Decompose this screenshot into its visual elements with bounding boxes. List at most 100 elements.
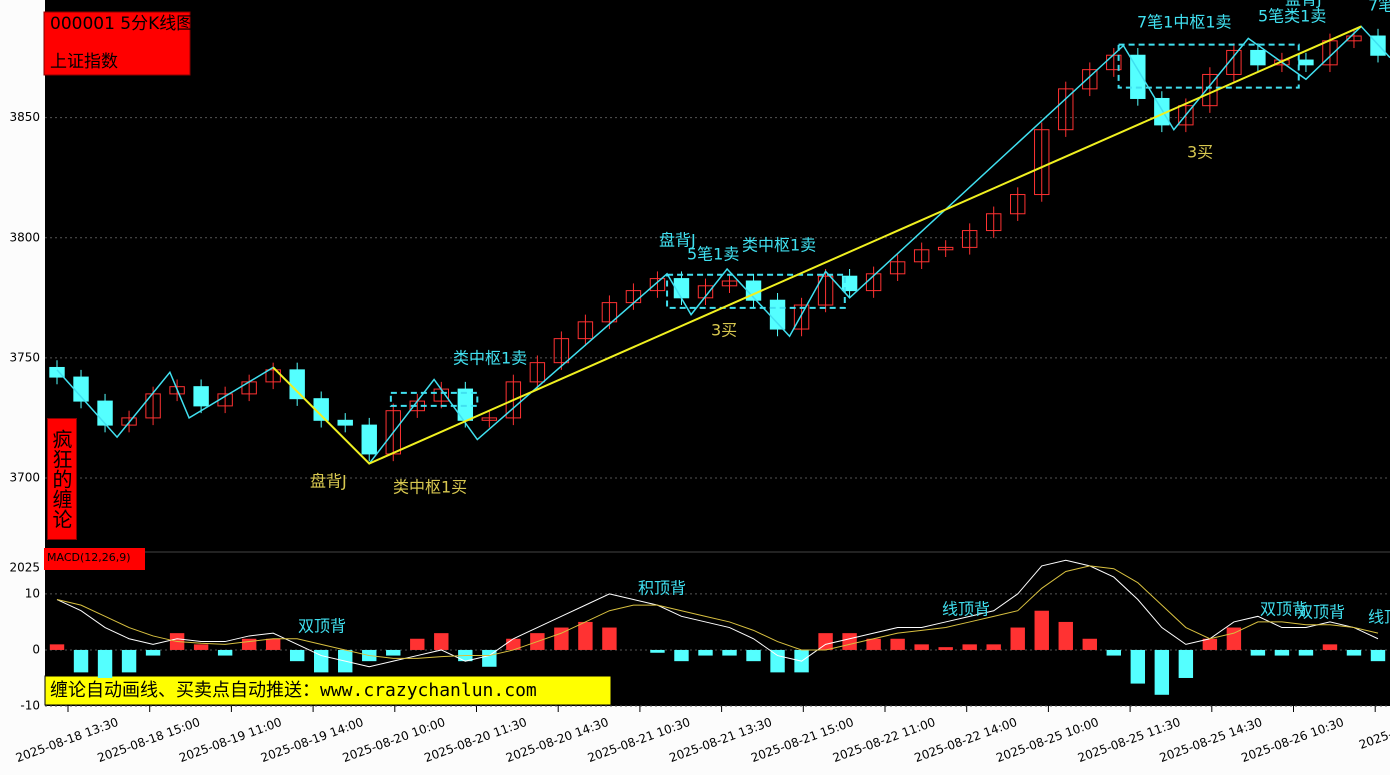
macd-bar <box>1370 649 1386 662</box>
y-tick-label: 3750 <box>9 350 40 364</box>
candle-body <box>1082 69 1098 90</box>
macd-bar <box>1274 649 1290 656</box>
bi-line <box>56 25 1390 465</box>
macd-tick-label: 0 <box>32 642 40 656</box>
macd-bar <box>698 649 713 656</box>
candle-body <box>1250 49 1266 66</box>
macd-bar <box>1178 649 1194 678</box>
annotation: 5笔类1卖 <box>1258 7 1326 26</box>
macd-bar <box>986 644 1001 650</box>
macd-annotation: 线顶 <box>1368 608 1390 627</box>
macd-bar <box>145 649 161 656</box>
pivot-box <box>666 273 846 309</box>
annotation: 类中枢1卖 <box>742 236 816 255</box>
candle-body <box>169 386 185 395</box>
macd-bar <box>314 649 329 673</box>
macd-tick-label: 10 <box>25 586 40 600</box>
macd-bar <box>1250 649 1266 656</box>
macd-bar <box>1082 638 1097 650</box>
macd-label-box <box>44 548 145 570</box>
macd-bar <box>746 649 761 662</box>
macd-bar <box>602 627 617 650</box>
y-tick-label: 3700 <box>9 470 40 484</box>
macd-bar <box>1346 649 1362 656</box>
candle-body <box>721 280 738 287</box>
annotation: 盘背J <box>659 231 696 250</box>
macd-bar <box>962 644 977 650</box>
candle-body <box>1058 88 1074 131</box>
macd-bar <box>650 649 665 653</box>
annotation: 类中枢1卖 <box>453 349 527 368</box>
candle-body <box>1034 129 1050 196</box>
candle-body <box>673 278 690 299</box>
y-tick-label: 3800 <box>9 230 40 244</box>
candle-body <box>1178 105 1194 126</box>
annotation: 3买 <box>711 321 737 340</box>
macd-tick-label: -10 <box>20 699 40 713</box>
macd-label: MACD(12,26,9) <box>47 551 131 564</box>
macd-annotation: 双顶背 <box>298 617 346 636</box>
macd-bar <box>1130 649 1146 684</box>
annotation: 7笔1中枢1卖 <box>1137 13 1232 32</box>
candle-body <box>121 417 137 426</box>
candle-body <box>361 424 377 455</box>
candle-body <box>697 285 714 299</box>
candle-body <box>97 400 113 426</box>
macd-bar <box>578 621 593 650</box>
macd-bar <box>193 644 209 650</box>
macd-bar <box>49 644 65 650</box>
macd-bar <box>1322 644 1338 650</box>
macd-annotation: 积顶背 <box>638 579 686 598</box>
annotation: 盘背J <box>310 472 347 491</box>
macd-annotation: 双顶背 <box>1260 600 1308 619</box>
macd-bar <box>97 649 113 678</box>
candle-body <box>49 366 65 378</box>
macd-bar <box>1106 649 1121 656</box>
macd-bar <box>289 649 305 662</box>
segment-line <box>272 25 1362 465</box>
macd-bar <box>818 633 833 650</box>
candle-body <box>769 299 786 330</box>
macd-bar <box>1010 627 1025 650</box>
candle-body <box>986 213 1002 232</box>
macd-bar <box>674 649 689 662</box>
banner-box <box>44 675 612 706</box>
chart-title: 000001 5分K线图 <box>50 14 193 34</box>
dif-line <box>56 559 1379 668</box>
macd-bar <box>866 638 881 650</box>
macd-bar <box>1298 649 1314 656</box>
annotation: 盘背J <box>1285 0 1322 9</box>
candle-body <box>337 419 353 426</box>
side-label: 疯狂的缠论 <box>47 418 77 540</box>
candle-body <box>961 230 978 248</box>
macd-bar <box>73 649 89 673</box>
macd-bar <box>554 627 569 650</box>
macd-bar <box>434 633 449 650</box>
dea-line <box>56 565 1379 659</box>
candle-body <box>889 261 906 275</box>
candle-body <box>1226 49 1242 75</box>
candle-body <box>793 304 810 330</box>
candle-body <box>289 369 305 400</box>
macd-bar <box>842 633 857 650</box>
candle-body <box>1274 59 1290 66</box>
candle-body <box>817 275 834 306</box>
macd-bar <box>217 649 233 656</box>
macd-bar <box>890 638 905 650</box>
macd-bar <box>241 638 257 650</box>
x-tick-label: 2025-08-26 <box>1357 715 1390 752</box>
macd-top-label: 2025 <box>9 561 40 575</box>
macd-bar <box>1034 610 1049 650</box>
candle-body <box>577 321 594 340</box>
pivot-box <box>389 391 479 407</box>
candle-body <box>1010 194 1026 215</box>
candle-body <box>505 381 522 419</box>
candle-body <box>913 249 930 263</box>
banner: 缠论自动画线、买卖点自动推送：www.crazychanlun.com <box>50 680 537 701</box>
title-box <box>43 11 191 76</box>
y-tick-label: 3850 <box>9 110 40 124</box>
annotation: 3买 <box>1187 143 1213 162</box>
annotation: 7笔 <box>1368 0 1390 15</box>
